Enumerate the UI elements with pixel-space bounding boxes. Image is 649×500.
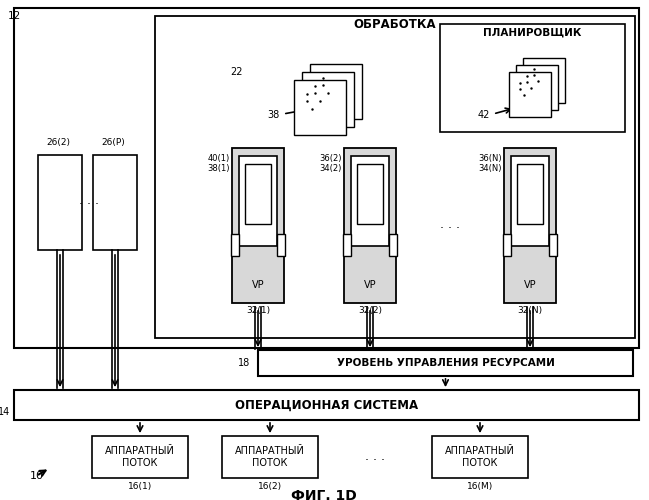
Text: 22: 22	[230, 67, 243, 77]
Bar	[503, 234, 511, 256]
Text: VP: VP	[252, 280, 264, 290]
Text: АППАРАТНЫЙ
ПОТОК: АППАРАТНЫЙ ПОТОК	[105, 446, 175, 468]
Bar	[516, 65, 558, 110]
Text: VP: VP	[524, 280, 536, 290]
Bar	[432, 436, 528, 478]
Bar	[517, 164, 543, 224]
Bar	[222, 436, 318, 478]
Text: 26(2): 26(2)	[46, 138, 70, 147]
Text: 42: 42	[478, 110, 490, 120]
Text: 34(2): 34(2)	[319, 164, 342, 173]
Text: 32(1): 32(1)	[246, 306, 270, 316]
Text: 36(2): 36(2)	[319, 154, 342, 163]
Bar	[294, 80, 346, 135]
Bar	[511, 156, 549, 246]
Bar	[343, 234, 351, 256]
Text: ПЛАНИРОВЩИК: ПЛАНИРОВЩИК	[484, 28, 582, 38]
Text: ФИГ. 1D: ФИГ. 1D	[291, 489, 357, 500]
Bar	[239, 156, 277, 246]
Text: 14: 14	[0, 407, 10, 417]
Bar	[14, 8, 639, 348]
Text: 34(N): 34(N)	[478, 164, 502, 173]
Text: АППАРАТНЫЙ
ПОТОК: АППАРАТНЫЙ ПОТОК	[235, 446, 305, 468]
Bar	[245, 164, 271, 224]
Text: . . .: . . .	[79, 194, 99, 206]
Text: УРОВЕНЬ УПРАВЛЕНИЯ РЕСУРСАМИ: УРОВЕНЬ УПРАВЛЕНИЯ РЕСУРСАМИ	[337, 358, 554, 368]
Bar	[549, 234, 557, 256]
Bar	[155, 16, 635, 338]
Bar	[231, 234, 239, 256]
Bar	[310, 64, 362, 119]
Text: 36(N): 36(N)	[478, 154, 502, 163]
Text: . . .: . . .	[440, 218, 460, 232]
Bar	[504, 148, 556, 303]
Text: 10: 10	[30, 471, 44, 481]
Text: 26(P): 26(P)	[101, 138, 125, 147]
Text: 18: 18	[238, 358, 250, 368]
Text: 16(1): 16(1)	[128, 482, 152, 490]
Bar	[93, 155, 137, 250]
Bar	[351, 156, 389, 246]
Text: 32(2): 32(2)	[358, 306, 382, 316]
Bar	[232, 148, 284, 303]
Bar	[38, 155, 82, 250]
Bar	[440, 24, 625, 132]
Text: 38: 38	[268, 110, 280, 120]
Text: 12: 12	[8, 11, 21, 21]
Text: 40(1): 40(1)	[208, 154, 230, 163]
Bar	[344, 148, 396, 303]
Text: ОБРАБОТКА: ОБРАБОТКА	[354, 18, 436, 32]
Text: ОПЕРАЦИОННАЯ СИСТЕМА: ОПЕРАЦИОННАЯ СИСТЕМА	[235, 398, 418, 411]
Bar	[92, 436, 188, 478]
Bar	[302, 72, 354, 127]
Text: АППАРАТНЫЙ
ПОТОК: АППАРАТНЫЙ ПОТОК	[445, 446, 515, 468]
Bar	[14, 390, 639, 420]
Text: 38(1): 38(1)	[208, 164, 230, 173]
Bar	[509, 72, 551, 117]
Bar	[258, 350, 633, 376]
Bar	[357, 164, 383, 224]
Text: 32(N): 32(N)	[517, 306, 543, 316]
Bar	[277, 234, 285, 256]
Bar	[523, 58, 565, 103]
Bar	[389, 234, 397, 256]
Text: 16(M): 16(M)	[467, 482, 493, 490]
Text: 16(2): 16(2)	[258, 482, 282, 490]
Text: . . .: . . .	[365, 450, 385, 464]
Text: VP: VP	[363, 280, 376, 290]
